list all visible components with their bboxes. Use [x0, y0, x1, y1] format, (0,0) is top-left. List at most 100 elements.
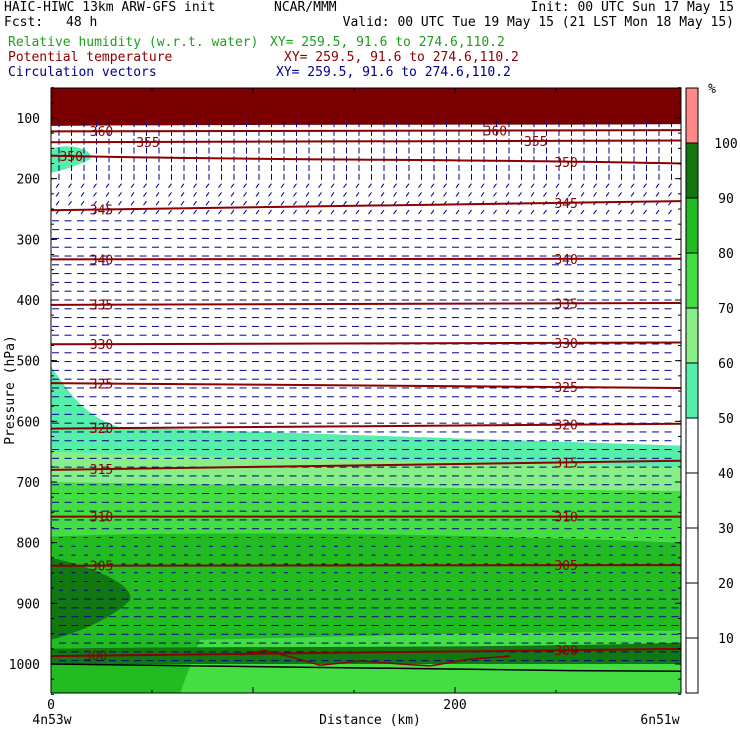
y-tick-label: 400 [17, 294, 40, 309]
circulation-vector [155, 192, 160, 197]
colorbar-segment [686, 143, 698, 198]
circulation-vector [518, 209, 522, 215]
circulation-vector [55, 183, 60, 188]
circulation-vector [430, 183, 435, 188]
circulation-vector [218, 200, 222, 206]
circulation-vector [505, 209, 510, 215]
circulation-vector [393, 183, 397, 188]
circulation-vector [243, 209, 247, 215]
circulation-vector [668, 192, 672, 197]
colorbar: 10 20 30 40 50 60 70 80 90 100% [685, 82, 738, 694]
circulation-vector [393, 192, 397, 197]
circulation-vector [443, 192, 447, 197]
circulation-vector [218, 192, 222, 197]
theta-label-355: 355 [524, 135, 547, 150]
circulation-vector [205, 192, 210, 197]
circulation-vector [55, 200, 60, 206]
field-vectors-xy: XY= 259.5, 91.6 to 274.6,110.2 [276, 65, 511, 80]
circulation-vector [568, 192, 572, 197]
potential-temperature-contours: 300 300 305 305 310 310 315 315 320 320 325 325 330 3… [51, 124, 681, 667]
field-vectors-name: Circulation vectors [8, 65, 157, 80]
circulation-vector [343, 183, 347, 188]
colorbar-frame [685, 87, 699, 694]
circulation-vector [193, 183, 197, 188]
circulation-vector [243, 192, 247, 197]
circulation-vector [155, 209, 160, 215]
circulation-vector [255, 183, 260, 188]
circulation-vector [605, 183, 610, 188]
circulation-vector [218, 209, 222, 215]
circulation-vector [180, 192, 185, 197]
circulation-vector [418, 183, 422, 188]
field-rh-name: Relative humidity (w.r.t. water) [8, 35, 259, 50]
circulation-vector [430, 209, 435, 215]
circulation-vector [255, 192, 260, 197]
circulation-vector [380, 192, 385, 197]
fcst-value: 48 h [66, 15, 98, 30]
circulation-vector [430, 192, 435, 197]
circulation-vector [330, 200, 335, 206]
circulation-vector [505, 183, 510, 188]
rh-band-7 [51, 146, 91, 173]
circulation-vector [468, 183, 472, 188]
theta-label-345: 345 [90, 203, 113, 218]
circulation-vector [480, 183, 485, 188]
circulation-vector [668, 209, 672, 215]
circulation-vector [280, 183, 285, 188]
theta-contour-330 [51, 341, 681, 346]
circulation-vector [168, 209, 172, 215]
circulation-vector [105, 192, 110, 197]
circulation-vector [655, 192, 660, 197]
circulation-vector [230, 209, 235, 215]
theta-contour-335 [51, 302, 681, 306]
theta-label-335: 335 [554, 297, 577, 312]
circulation-vector [255, 200, 260, 206]
circulation-vector [130, 183, 135, 188]
colorbar-segment [686, 418, 698, 473]
theta-label-325: 325 [554, 381, 577, 396]
circulation-vector [355, 209, 360, 215]
theta-label-360: 360 [90, 125, 113, 140]
theta-contour-305 [51, 563, 681, 567]
theta-label-320: 320 [554, 419, 577, 434]
circulation-vector [643, 209, 647, 215]
theta-label-310: 310 [90, 511, 113, 526]
theta-label-340: 340 [554, 253, 577, 268]
circulation-vector [118, 183, 122, 188]
circulation-vector [168, 192, 172, 197]
theta-label-335: 335 [90, 299, 113, 314]
circulation-vector [130, 209, 135, 215]
circulation-vector [368, 200, 372, 206]
theta-label-360: 360 [484, 124, 507, 139]
circulation-vector [530, 209, 535, 215]
circulation-vector [405, 209, 410, 215]
relative-humidity-field [51, 88, 681, 693]
theta-contour-345 [51, 200, 681, 212]
theta-label-325: 325 [90, 378, 113, 393]
theta-contour-350 [51, 154, 681, 165]
circulation-vector [68, 200, 72, 206]
circulation-vector [355, 192, 360, 197]
circulation-vector [330, 192, 335, 197]
colorbar-segment [686, 308, 698, 363]
circulation-vector [230, 192, 235, 197]
circulation-vector [205, 200, 210, 206]
circulation-vector [143, 209, 147, 215]
circulation-vector [655, 209, 660, 215]
org-label: NCAR/MMM [274, 0, 337, 15]
circulation-vector [305, 209, 310, 215]
circulation-vector [105, 209, 110, 215]
circulation-vector [330, 209, 335, 215]
circulation-vector [618, 192, 622, 197]
model-title: HAIC-HIWC 13km ARW-GFS init [4, 0, 216, 15]
x-tick-label: 200 [443, 698, 466, 713]
circulation-vector [380, 209, 385, 215]
circulation-vector [318, 183, 322, 188]
circulation-vector [268, 209, 272, 215]
circulation-vector [355, 183, 360, 188]
circulation-vector [530, 192, 535, 197]
y-tick-label: 100 [17, 112, 40, 127]
rh-band-8 [51, 88, 681, 126]
theta-contour-325 [51, 382, 681, 389]
theta-label-350: 350 [554, 156, 577, 171]
